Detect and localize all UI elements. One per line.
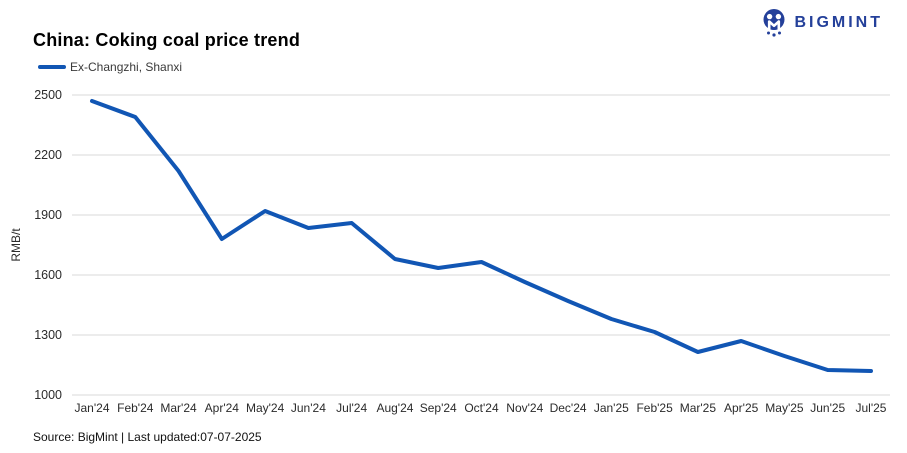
source-note: Source: BigMint | Last updated:07-07-202…: [33, 430, 262, 444]
x-tick-label: Sep'24: [420, 401, 457, 415]
y-tick-label: 1900: [34, 208, 62, 222]
x-tick-label: Aug'24: [376, 401, 413, 415]
price-series-line-group: [90, 99, 873, 373]
x-tick-label: Jul'25: [856, 401, 887, 415]
y-tick-label: 2500: [34, 88, 62, 102]
line-chart-plot: 1000 1300 1600 1900 2200 2500 Jan'24 Feb'24 Mar…: [9, 88, 890, 415]
x-tick-label: Jan'24: [75, 401, 110, 415]
bigmint-logo-icon: [763, 9, 785, 37]
x-tick-label: Nov'24: [506, 401, 543, 415]
y-tick-label: 1600: [34, 268, 62, 282]
y-axis-title: RMB/t: [9, 228, 23, 262]
price-series-line: [90, 99, 873, 373]
x-tick-label: Feb'25: [636, 401, 673, 415]
x-tick-label: Dec'24: [550, 401, 587, 415]
legend: Ex-Changzhi, Shanxi: [38, 60, 182, 74]
x-axis-tick-labels: Jan'24 Feb'24 Mar'24 Apr'24 May'24 Jun'24 Jul'…: [75, 401, 887, 415]
gridlines: [72, 94, 890, 396]
legend-label: Ex-Changzhi, Shanxi: [70, 60, 183, 74]
x-tick-label: Oct'24: [464, 401, 499, 415]
bigmint-logo: BIGMINT: [761, 8, 883, 37]
x-tick-label: Mar'25: [680, 401, 717, 415]
x-tick-label: Jun'24: [291, 401, 326, 415]
y-tick-label: 1300: [34, 328, 62, 342]
legend-line-swatch: [38, 65, 66, 69]
x-tick-label: Apr'24: [205, 401, 240, 415]
x-tick-label: Jan'25: [594, 401, 629, 415]
x-tick-label: Apr'25: [724, 401, 759, 415]
y-axis-tick-labels: 1000 1300 1600 1900 2200 2500: [34, 88, 62, 402]
x-tick-label: Feb'24: [117, 401, 154, 415]
x-tick-label: Mar'24: [160, 401, 197, 415]
bigmint-logo-text: BIGMINT: [794, 13, 883, 31]
y-tick-label: 1000: [34, 388, 62, 402]
x-tick-label: May'25: [765, 401, 804, 415]
x-tick-label: Jul'24: [336, 401, 367, 415]
y-tick-label: 2200: [34, 148, 62, 162]
x-tick-label: Jun'25: [810, 401, 845, 415]
x-tick-label: May'24: [246, 401, 285, 415]
chart-title: China: Coking coal price trend: [33, 30, 301, 50]
